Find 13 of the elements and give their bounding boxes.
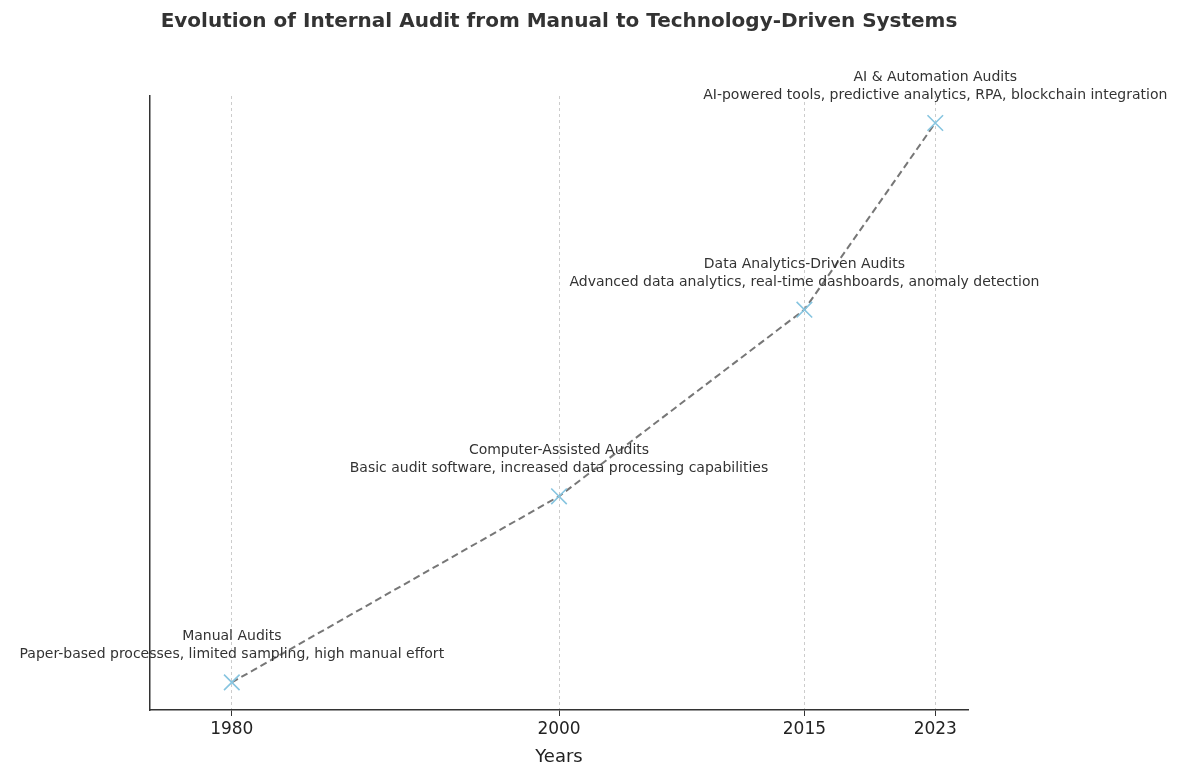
point [926,114,944,132]
annotation: Data Analytics-Driven Audits Advanced data analytics, real-time dashboards, anomaly detection [569,254,1040,289]
chart-title: Evolution of Internal Audit from Manual to Technology-Driven Systems [160,8,958,33]
x-tick-label: 2000 [537,717,581,738]
x-tick-label: 1980 [210,717,254,738]
point [550,487,568,505]
x-axis-title: Years [534,744,583,766]
annotation: Computer-Assisted Audits Basic audit software, increased data processing capabilities [349,441,769,476]
point [223,673,241,691]
point [795,301,813,319]
annotation: AI & Automation Audits AI-powered tools, predictive analytics, RPA, blockchain integration [703,68,1168,102]
x-tick-label: 2015 [782,717,827,738]
x-tick-label: 2023 [913,717,957,738]
